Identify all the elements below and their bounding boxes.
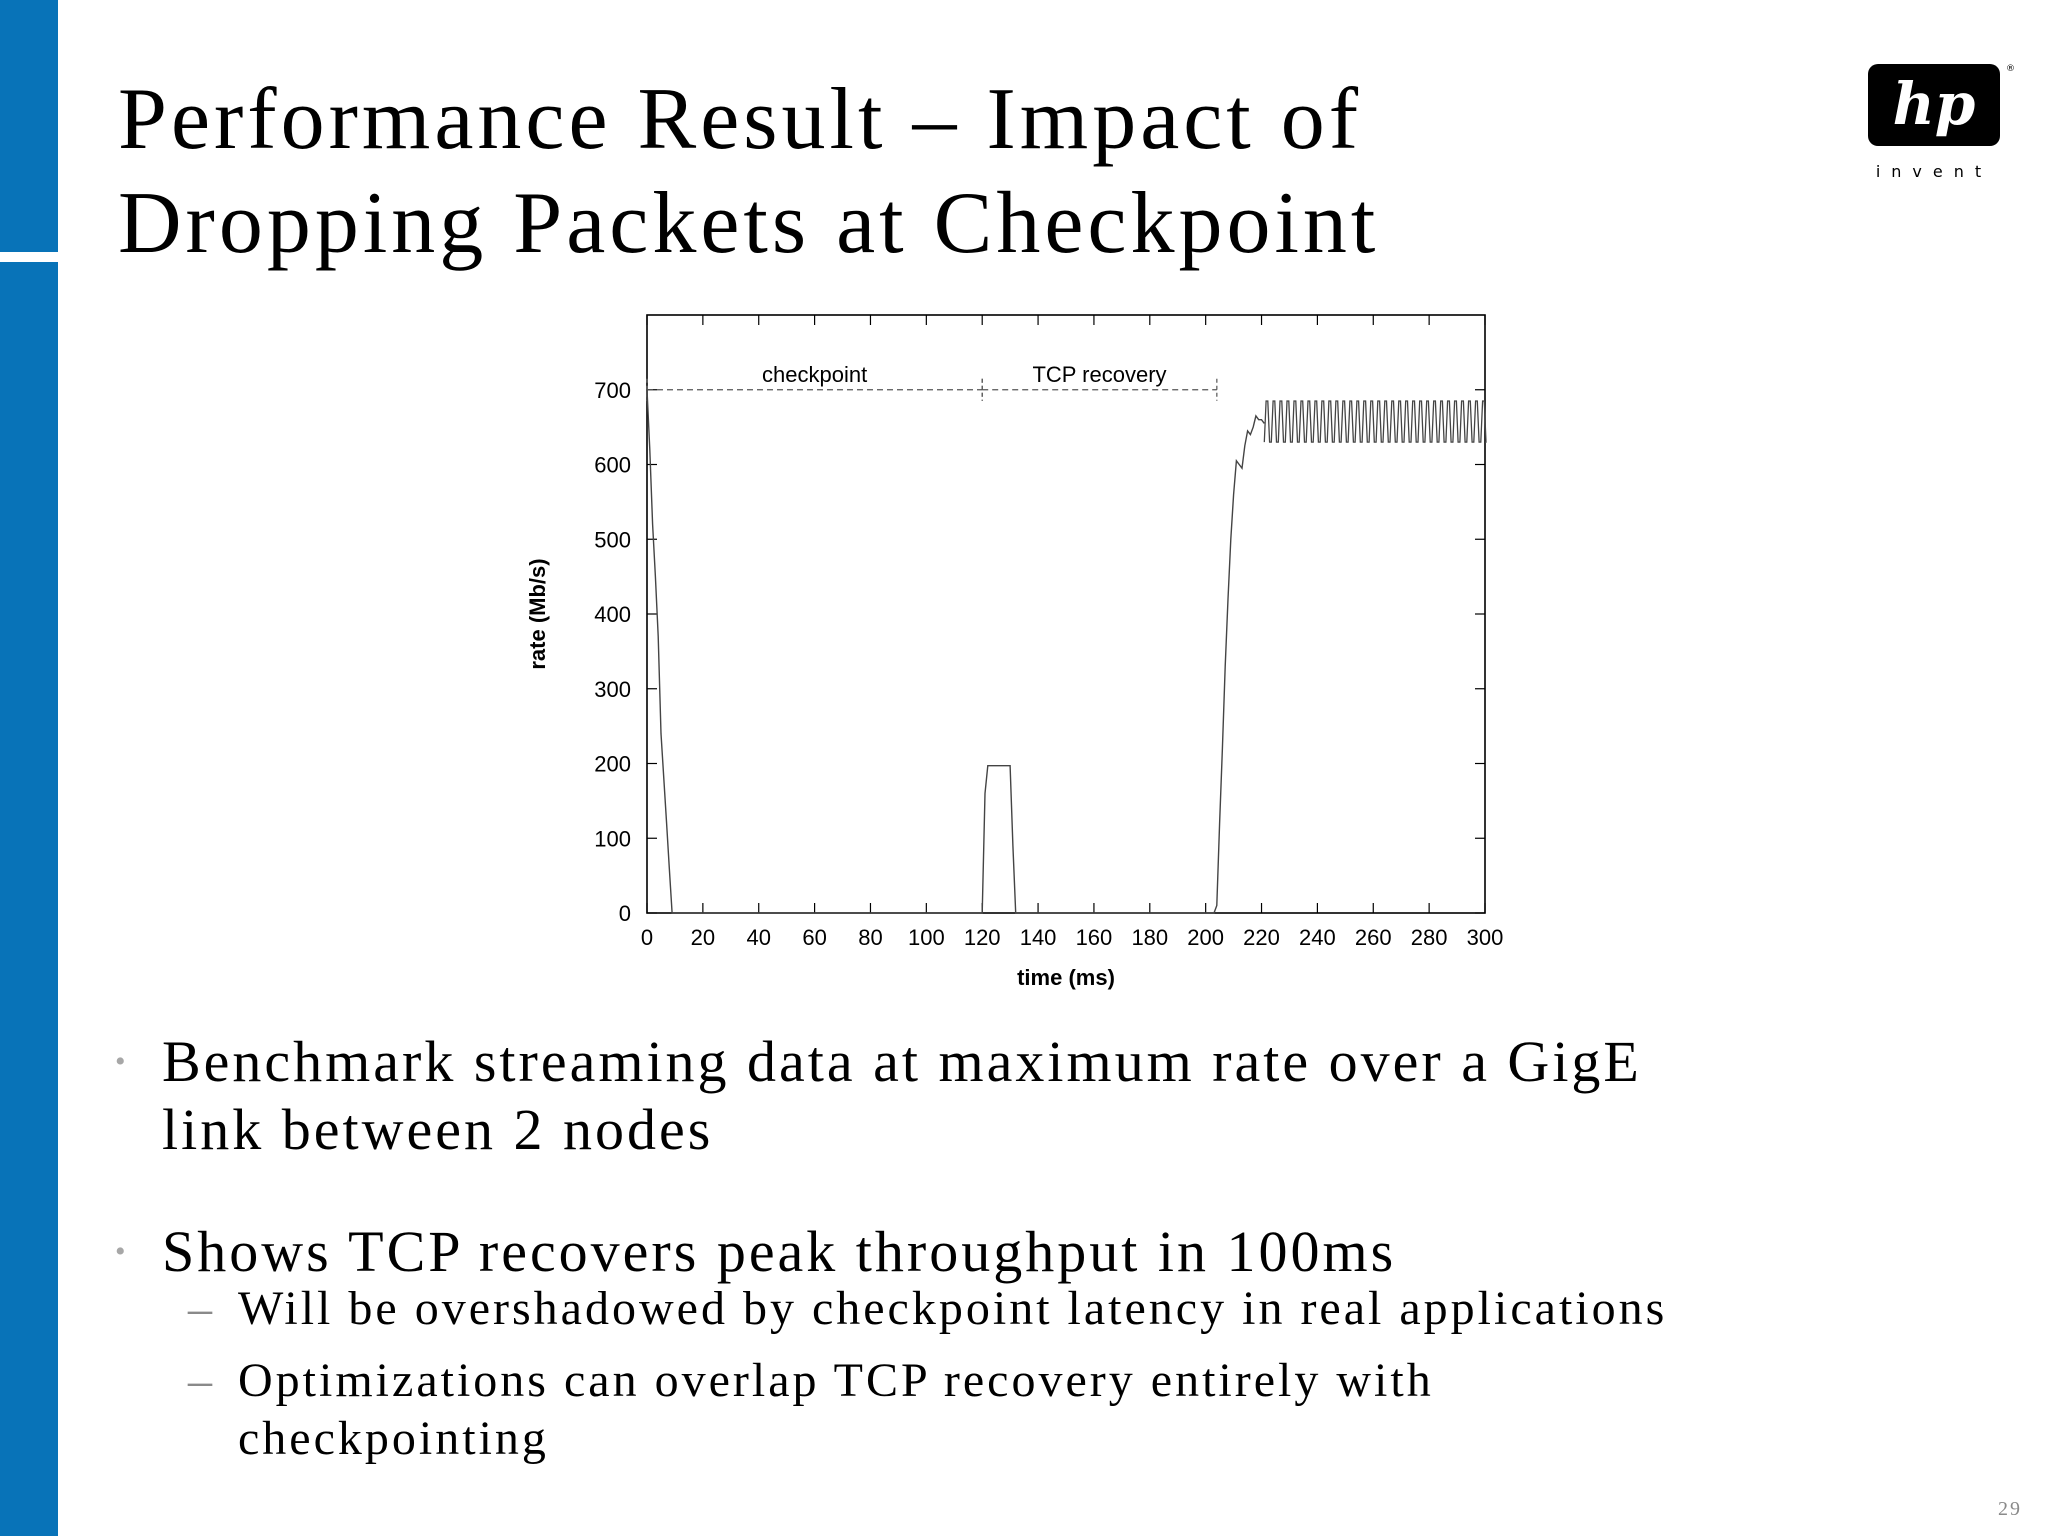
y-axis-label: rate (Mb/s) [525, 558, 550, 669]
left-accent-bar [0, 0, 58, 1536]
y-tick-label: 700 [594, 378, 631, 403]
x-tick-label: 100 [908, 925, 945, 950]
page-number: 29 [1998, 1498, 2022, 1520]
bullet-item: • Shows TCP recovers peak throughput in 1… [115, 1218, 1397, 1286]
y-tick-label: 100 [594, 826, 631, 851]
x-tick-label: 140 [1020, 925, 1057, 950]
hp-logo: hp ® invent [1868, 64, 2018, 194]
y-tick-label: 600 [594, 453, 631, 478]
bullet-text-line: Benchmark streaming data at maximum rate… [162, 1029, 1642, 1094]
x-axis-label: time (ms) [1017, 965, 1115, 990]
y-tick-label: 400 [594, 602, 631, 627]
x-tick-label: 280 [1411, 925, 1448, 950]
x-tick-label: 40 [746, 925, 770, 950]
x-tick-label: 240 [1299, 925, 1336, 950]
rate-series-line [646, 389, 1265, 914]
x-tick-label: 300 [1467, 925, 1504, 950]
sub-bullet-text-line: Will be overshadowed by checkpoint laten… [238, 1282, 1668, 1335]
sub-bullet-text-line: Optimizations can overlap TCP recovery e… [238, 1354, 1434, 1407]
sub-bullet-text-line: checkpointing [238, 1412, 549, 1465]
bullet-marker: • [115, 1045, 129, 1078]
x-tick-label: 200 [1187, 925, 1224, 950]
sub-bullet-marker: – [188, 1282, 215, 1335]
slide-title-line-2: Dropping Packets at Checkpoint [118, 175, 1380, 272]
sub-bullet-item: – Optimizations can overlap TCP recovery … [188, 1352, 1434, 1468]
x-tick-label: 220 [1243, 925, 1280, 950]
hp-logo-registered: ® [2006, 64, 2015, 74]
x-tick-label: 60 [802, 925, 826, 950]
y-tick-label: 300 [594, 677, 631, 702]
rate-oscillation-line [1263, 400, 1487, 443]
hp-logo-tagline: invent [1875, 162, 1993, 181]
hp-logo-mark: hp [1868, 64, 2000, 146]
y-tick-label: 200 [594, 752, 631, 777]
x-tick-label: 80 [858, 925, 882, 950]
y-tick-label: 500 [594, 527, 631, 552]
x-tick-label: 120 [964, 925, 1001, 950]
bullet-marker: • [115, 1235, 129, 1268]
left-accent-bar-gap [0, 252, 58, 262]
annotation-label: TCP recovery [1032, 362, 1166, 387]
bullet-text-line: Shows TCP recovers peak throughput in 10… [162, 1219, 1397, 1284]
bullet-item: • Benchmark streaming data at maximum rat… [115, 1028, 1642, 1164]
sub-bullet-marker: – [188, 1354, 215, 1407]
x-tick-label: 20 [691, 925, 715, 950]
bullet-text-line: link between 2 nodes [162, 1097, 714, 1162]
slide-title-line-1: Performance Result – Impact of [118, 71, 1363, 168]
slide-title: Performance Result – Impact of Dropping … [118, 68, 1379, 276]
x-tick-label: 160 [1076, 925, 1113, 950]
x-tick-label: 0 [641, 925, 653, 950]
y-tick-label: 0 [619, 901, 631, 926]
annotation-label: checkpoint [762, 362, 867, 387]
rate-vs-time-chart: 0 20 40 60 80 100 120 140 160 180 200 220 240 260 280 3… [525, 314, 1504, 990]
sub-bullet-item: – Will be overshadowed by checkpoint late… [188, 1280, 1668, 1338]
x-tick-label: 260 [1355, 925, 1392, 950]
x-tick-label: 180 [1131, 925, 1168, 950]
